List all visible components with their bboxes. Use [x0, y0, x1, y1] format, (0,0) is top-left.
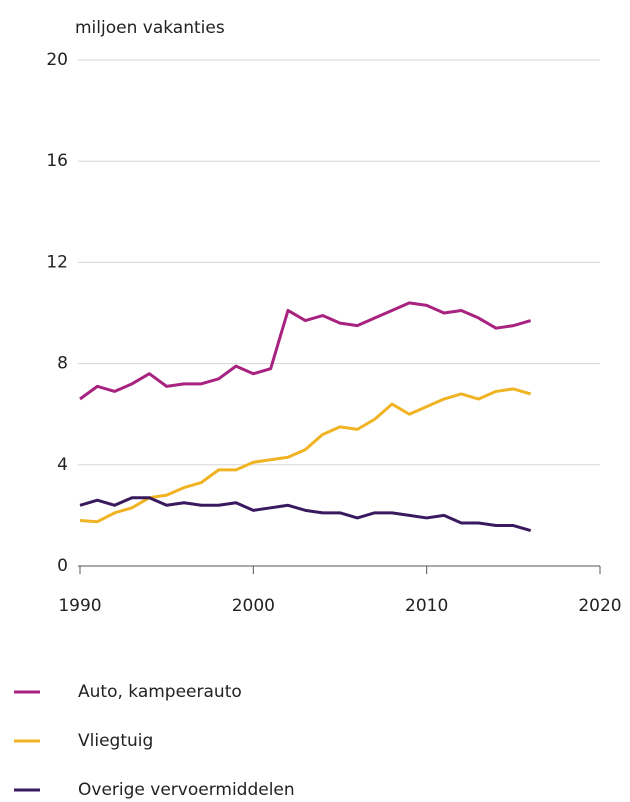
y-tick-label: 4 — [57, 455, 68, 475]
y-tick-label: 12 — [46, 252, 68, 272]
legend-label: Overige vervoermiddelen — [78, 780, 295, 800]
y-tick-label: 8 — [57, 354, 68, 374]
data-line — [79, 301, 532, 401]
legend-label: Vliegtuig — [78, 731, 153, 751]
x-tick-label: 1990 — [58, 596, 101, 616]
y-tick-label: 16 — [46, 151, 68, 171]
data-line — [79, 496, 532, 533]
y-tick-label: 0 — [57, 556, 68, 576]
x-tick-label: 2000 — [232, 596, 275, 616]
x-tick-label: 2010 — [405, 596, 448, 616]
x-tick-label: 2020 — [578, 596, 621, 616]
legend-label: Auto, kampeerauto — [78, 682, 242, 702]
y-tick-label: 20 — [46, 50, 68, 70]
y-axis-label: miljoen vakanties — [75, 18, 225, 38]
data-line — [79, 387, 532, 524]
